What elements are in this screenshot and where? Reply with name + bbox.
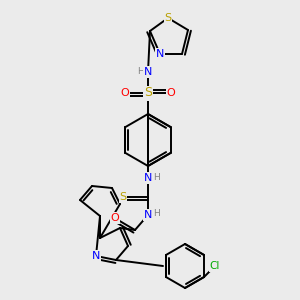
Text: H: H bbox=[153, 209, 159, 218]
Text: Cl: Cl bbox=[210, 261, 220, 271]
Text: N: N bbox=[92, 251, 100, 261]
Text: O: O bbox=[111, 213, 119, 223]
Text: N: N bbox=[144, 67, 152, 77]
Text: S: S bbox=[144, 86, 152, 100]
Text: H: H bbox=[153, 172, 159, 182]
Text: N: N bbox=[144, 173, 152, 183]
Text: O: O bbox=[167, 88, 176, 98]
Text: H: H bbox=[138, 67, 144, 76]
Text: S: S bbox=[164, 13, 172, 23]
Text: N: N bbox=[156, 49, 164, 59]
Text: O: O bbox=[121, 88, 129, 98]
Text: S: S bbox=[119, 192, 127, 202]
Text: N: N bbox=[144, 210, 152, 220]
